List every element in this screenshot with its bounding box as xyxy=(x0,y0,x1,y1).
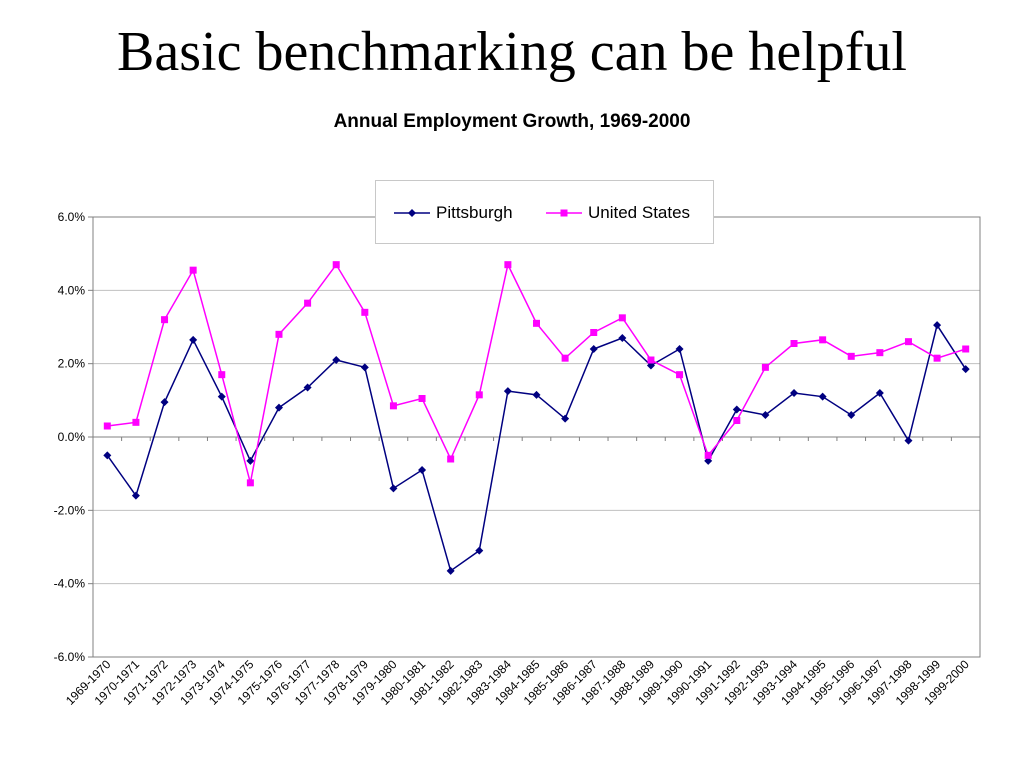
y-tick-label: 4.0% xyxy=(58,283,86,297)
data-point-pittsburgh xyxy=(303,383,312,392)
data-point-pittsburgh xyxy=(103,451,112,460)
data-point-united-states xyxy=(676,371,684,379)
data-point-pittsburgh xyxy=(790,389,799,397)
data-point-united-states xyxy=(647,356,655,364)
data-point-united-states xyxy=(103,422,111,430)
data-point-pittsburgh xyxy=(475,546,484,555)
legend-item-pittsburgh: Pittsburgh xyxy=(394,203,513,223)
y-axis-ticks: 6.0% 4.0% 2.0% 0.0% -2.0% -4.0% -6.0% xyxy=(54,210,93,664)
data-point-united-states xyxy=(189,266,197,274)
data-point-united-states xyxy=(590,329,598,336)
y-tick-label: 2.0% xyxy=(58,357,86,371)
y-tick-label: -4.0% xyxy=(54,577,86,591)
legend-label-united-states: United States xyxy=(588,203,691,222)
data-point-pittsburgh xyxy=(217,392,226,401)
data-point-united-states xyxy=(389,402,397,410)
data-point-united-states xyxy=(132,418,140,426)
legend-item-united-states: United States xyxy=(546,203,690,223)
series-group xyxy=(103,261,970,575)
y-tick-label: 6.0% xyxy=(58,210,86,224)
data-point-united-states xyxy=(447,455,455,463)
data-point-united-states xyxy=(246,479,254,487)
x-axis-ticks: 1969-19701970-19711971-19721972-19731973… xyxy=(63,436,981,708)
series-line-pittsburgh xyxy=(106,323,967,573)
data-point-pittsburgh xyxy=(818,392,827,401)
legend-marker-diamond-icon xyxy=(394,209,430,217)
data-point-pittsburgh xyxy=(446,566,455,575)
data-point-pittsburgh xyxy=(274,403,283,412)
data-point-pittsburgh xyxy=(503,387,512,396)
data-point-pittsburgh xyxy=(961,365,970,374)
data-point-united-states xyxy=(962,345,970,353)
data-point-pittsburgh xyxy=(761,411,770,419)
data-point-united-states xyxy=(847,352,855,360)
data-point-united-states xyxy=(876,349,884,357)
data-point-united-states xyxy=(618,314,626,322)
data-point-pittsburgh xyxy=(131,491,140,500)
data-point-united-states xyxy=(161,316,169,324)
data-point-united-states xyxy=(304,299,312,307)
data-point-united-states xyxy=(533,319,540,327)
y-tick-label: -2.0% xyxy=(54,503,86,517)
data-point-pittsburgh xyxy=(160,398,169,407)
data-point-united-states xyxy=(475,391,483,399)
data-point-pittsburgh xyxy=(618,334,627,342)
data-point-pittsburgh xyxy=(675,345,684,353)
data-point-united-states xyxy=(218,371,226,379)
data-point-united-states xyxy=(904,338,912,346)
data-point-pittsburgh xyxy=(847,411,856,419)
data-point-pittsburgh xyxy=(589,345,598,353)
data-point-pittsburgh xyxy=(360,363,369,372)
data-point-united-states xyxy=(361,308,369,316)
data-point-united-states xyxy=(504,261,512,269)
data-point-united-states xyxy=(819,336,827,344)
data-point-pittsburgh xyxy=(418,466,427,474)
slide-title: Basic benchmarking can be helpful xyxy=(117,21,907,83)
data-point-united-states xyxy=(761,363,769,371)
data-point-pittsburgh xyxy=(933,321,942,330)
data-point-united-states xyxy=(561,354,569,362)
data-point-pittsburgh xyxy=(332,356,341,364)
chart-legend: Pittsburgh United States xyxy=(375,180,714,244)
data-point-pittsburgh xyxy=(904,436,913,445)
data-point-united-states xyxy=(275,330,283,338)
data-point-united-states xyxy=(418,395,426,402)
data-point-united-states xyxy=(733,417,741,424)
y-tick-label: -6.0% xyxy=(54,650,86,664)
legend-marker-square-icon xyxy=(546,209,582,217)
chart-title: Annual Employment Growth, 1969-2000 xyxy=(333,111,691,132)
data-point-united-states xyxy=(332,261,340,269)
data-point-pittsburgh xyxy=(389,484,398,493)
data-point-united-states xyxy=(933,354,941,362)
data-point-united-states xyxy=(790,340,798,347)
series-line-united-states xyxy=(107,262,966,484)
data-point-pittsburgh xyxy=(189,335,198,344)
data-point-pittsburgh xyxy=(732,405,741,414)
y-tick-label: 0.0% xyxy=(58,430,86,444)
data-point-pittsburgh xyxy=(246,456,255,465)
data-point-united-states xyxy=(704,451,712,459)
data-point-pittsburgh xyxy=(875,389,884,397)
legend-label-pittsburgh: Pittsburgh xyxy=(436,203,513,222)
data-point-pittsburgh xyxy=(561,414,570,423)
data-point-pittsburgh xyxy=(532,390,541,399)
